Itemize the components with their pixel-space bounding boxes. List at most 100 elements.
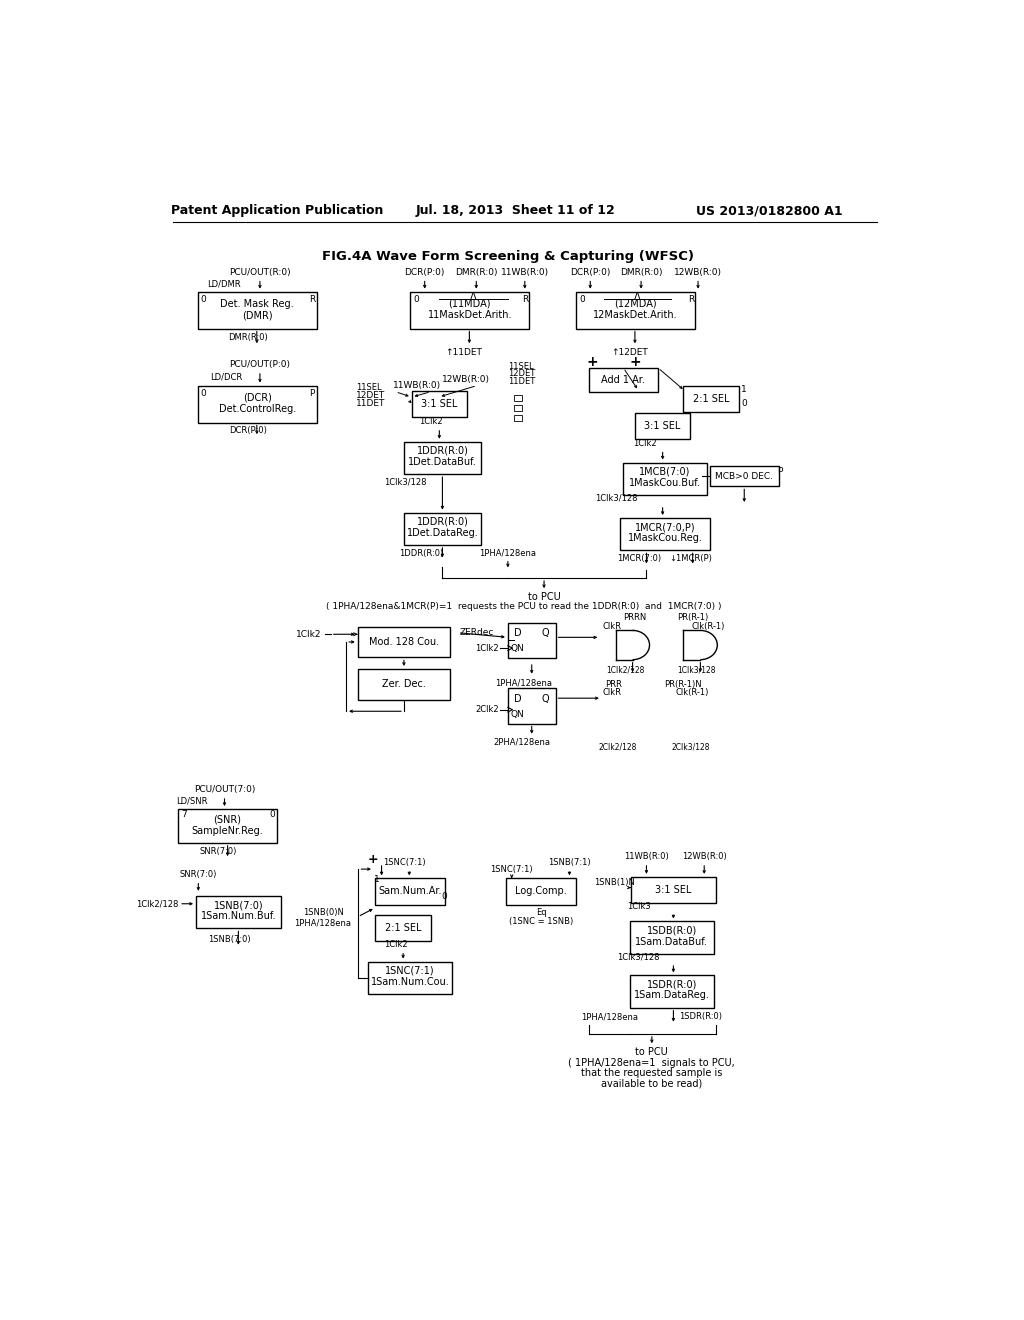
Bar	[196, 896, 281, 928]
Text: Sam.Num.Ar.: Sam.Num.Ar.	[378, 887, 441, 896]
Text: ZERdec: ZERdec	[460, 628, 495, 638]
Text: (12MDA): (12MDA)	[614, 298, 656, 309]
Text: Add 1 Ar.: Add 1 Ar.	[601, 375, 645, 385]
Text: 1Sam.Num.Buf.: 1Sam.Num.Buf.	[201, 911, 276, 921]
Text: 0: 0	[414, 294, 419, 304]
Text: 7: 7	[181, 810, 187, 818]
Text: D: D	[514, 628, 521, 639]
Text: 12WB(R:0): 12WB(R:0)	[442, 375, 490, 384]
Bar	[508, 688, 556, 723]
Text: PRR: PRR	[605, 680, 622, 689]
Text: SampleNr.Reg.: SampleNr.Reg.	[191, 825, 263, 836]
Text: 1Clk3/128: 1Clk3/128	[617, 953, 660, 961]
Text: 1MCR(7:0): 1MCR(7:0)	[616, 554, 660, 564]
Text: Zer. Dec.: Zer. Dec.	[382, 680, 426, 689]
Text: 1Clk3/128: 1Clk3/128	[677, 667, 716, 675]
Text: 1Det.DataReg.: 1Det.DataReg.	[407, 528, 478, 537]
Text: Eq: Eq	[536, 908, 546, 916]
Bar	[631, 876, 716, 903]
Text: Mod. 128 Cou.: Mod. 128 Cou.	[369, 638, 439, 647]
Bar	[412, 391, 467, 417]
Text: ↓1MCR(P): ↓1MCR(P)	[670, 554, 713, 564]
Bar	[624, 462, 707, 495]
Text: (1SNC = 1SNB): (1SNC = 1SNB)	[509, 917, 573, 925]
Text: R: R	[521, 294, 528, 304]
Text: ↑11DET: ↑11DET	[445, 348, 482, 356]
Text: R: R	[688, 294, 694, 304]
Text: 1Clk3/128: 1Clk3/128	[384, 478, 426, 486]
Text: 1Clk2: 1Clk2	[296, 630, 322, 639]
Text: ClkR: ClkR	[602, 688, 622, 697]
Text: 1Clk3: 1Clk3	[627, 902, 650, 911]
Text: Log.Comp.: Log.Comp.	[515, 887, 567, 896]
Text: US 2013/0182800 A1: US 2013/0182800 A1	[696, 205, 843, 218]
Text: 12WB(R:0): 12WB(R:0)	[674, 268, 722, 277]
Text: 2:1 SEL: 2:1 SEL	[385, 924, 422, 933]
Text: DCR(P:0): DCR(P:0)	[404, 268, 444, 277]
Text: DMR(R:0): DMR(R:0)	[620, 268, 663, 277]
Text: 1MCB(7:0): 1MCB(7:0)	[639, 466, 690, 477]
Text: 1Clk2/128: 1Clk2/128	[136, 899, 178, 908]
Text: +: +	[368, 853, 379, 866]
Text: 1MCR(7:0,P): 1MCR(7:0,P)	[635, 521, 695, 532]
Text: PCU/OUT(7:0): PCU/OUT(7:0)	[194, 785, 255, 795]
Text: Q: Q	[541, 628, 549, 639]
Text: 0: 0	[579, 294, 585, 304]
Text: 1Clk2: 1Clk2	[475, 644, 499, 652]
Text: (11MDA): (11MDA)	[449, 298, 490, 309]
Text: 2Clk2/128: 2Clk2/128	[599, 743, 637, 752]
Text: DCR(P:0): DCR(P:0)	[229, 426, 267, 434]
Text: Patent Application Publication: Patent Application Publication	[171, 205, 383, 218]
Bar	[357, 669, 451, 700]
Text: 1PHA/128ena: 1PHA/128ena	[496, 678, 553, 688]
Text: 2Clk3/128: 2Clk3/128	[671, 743, 710, 752]
Text: LD/SNR: LD/SNR	[176, 797, 208, 805]
Text: SNR(7:0): SNR(7:0)	[200, 847, 237, 855]
Text: 11SEL: 11SEL	[508, 362, 534, 371]
Text: 3:1 SEL: 3:1 SEL	[644, 421, 681, 430]
Text: (DCR): (DCR)	[243, 393, 271, 403]
Text: 1SNB(7:1): 1SNB(7:1)	[548, 858, 591, 867]
Text: 1Sam.Num.Cou.: 1Sam.Num.Cou.	[371, 977, 450, 986]
Text: MCB>0 DEC.: MCB>0 DEC.	[715, 473, 773, 480]
Text: 1SNC(7:1): 1SNC(7:1)	[385, 965, 435, 975]
Text: 1SDR(R:0): 1SDR(R:0)	[679, 1012, 722, 1022]
Text: 1SNB(1)N: 1SNB(1)N	[594, 879, 635, 887]
Text: 3:1 SEL: 3:1 SEL	[421, 399, 458, 409]
Bar	[514, 414, 521, 421]
Text: Δ: Δ	[634, 292, 641, 302]
Bar	[635, 413, 690, 438]
Text: Clk(R-1): Clk(R-1)	[691, 622, 725, 631]
Text: 0: 0	[201, 389, 207, 397]
Bar	[683, 385, 739, 412]
Text: Q: Q	[541, 694, 549, 704]
Text: P: P	[777, 467, 782, 477]
Text: 0: 0	[269, 810, 275, 818]
Text: to PCU: to PCU	[527, 593, 560, 602]
Bar	[620, 517, 711, 550]
Text: 1Clk2: 1Clk2	[633, 438, 656, 447]
Text: 1Det.DataBuf.: 1Det.DataBuf.	[408, 457, 477, 467]
Text: 12DET: 12DET	[356, 391, 385, 400]
Bar	[376, 915, 431, 941]
Text: 1: 1	[374, 875, 380, 884]
Text: 1MaskCou.Reg.: 1MaskCou.Reg.	[628, 533, 702, 543]
Text: DCR(P:0): DCR(P:0)	[570, 268, 610, 277]
Text: 0: 0	[201, 294, 207, 304]
Text: PR(R-1): PR(R-1)	[677, 612, 709, 622]
Text: 1DDR(R:0): 1DDR(R:0)	[417, 516, 468, 527]
Text: 12MaskDet.Arith.: 12MaskDet.Arith.	[593, 310, 678, 319]
Text: (SNR): (SNR)	[214, 814, 242, 825]
Text: that the requested sample is: that the requested sample is	[582, 1068, 723, 1078]
Text: 1: 1	[741, 385, 746, 393]
Text: 1Sam.DataBuf.: 1Sam.DataBuf.	[636, 936, 709, 946]
Text: FIG.4A Wave Form Screening & Capturing (WFSC): FIG.4A Wave Form Screening & Capturing (…	[322, 251, 694, 264]
Bar	[710, 466, 779, 487]
Text: +: +	[629, 355, 641, 370]
Text: 1SNB(0)N: 1SNB(0)N	[303, 908, 343, 917]
Text: 1Clk3/128: 1Clk3/128	[595, 494, 637, 503]
Bar	[589, 368, 658, 392]
Text: SNR(7:0): SNR(7:0)	[179, 870, 217, 879]
Text: ↑12DET: ↑12DET	[611, 348, 648, 356]
Text: 1PHA/128ena: 1PHA/128ena	[479, 549, 537, 558]
